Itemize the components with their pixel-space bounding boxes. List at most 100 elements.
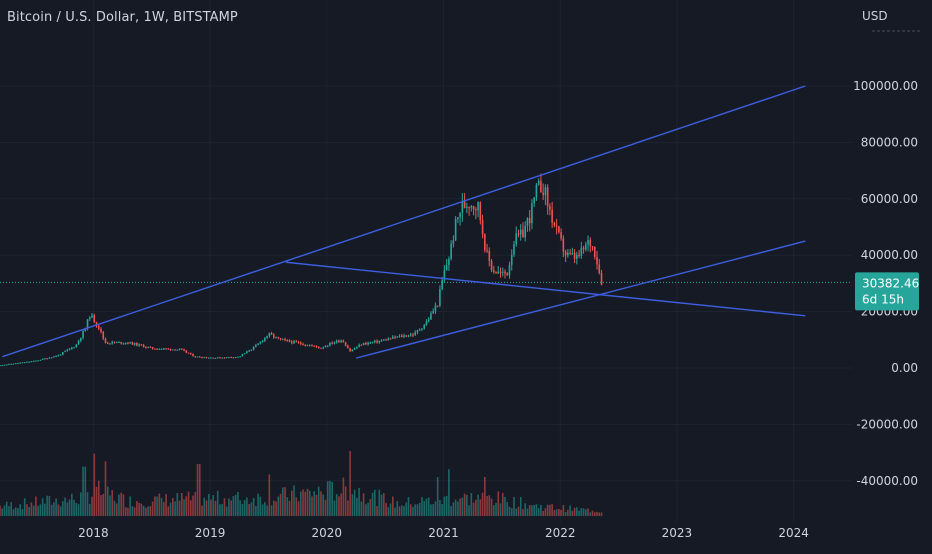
- volume-bar: [506, 502, 509, 516]
- volume-bar: [232, 496, 235, 516]
- time-tick-label: 2024: [778, 526, 809, 540]
- volume-bar: [407, 497, 410, 516]
- volume-bar: [342, 477, 345, 516]
- volume-bar: [210, 499, 212, 516]
- candle-body: [165, 348, 167, 350]
- volume-bar: [120, 492, 123, 516]
- candle-body: [246, 351, 248, 354]
- volume-bar: [320, 491, 322, 516]
- volume-bar: [466, 494, 468, 516]
- volume-bar: [198, 464, 201, 516]
- candle-body: [367, 342, 369, 345]
- volume-bar: [194, 492, 197, 516]
- volume-bar: [37, 505, 39, 516]
- candle-body: [313, 345, 316, 347]
- volume-bar: [450, 506, 452, 516]
- candle-body: [587, 239, 589, 245]
- volume-bar: [293, 485, 295, 516]
- volume-bar: [136, 501, 138, 516]
- volume-bar: [378, 489, 381, 516]
- candle-body: [77, 340, 80, 345]
- candle-body: [400, 335, 403, 337]
- volume-bar: [405, 502, 408, 516]
- currency-label[interactable]: USD: [862, 9, 888, 23]
- volume-bar: [106, 486, 109, 516]
- volume-bar: [3, 505, 6, 516]
- candle-body: [183, 349, 185, 351]
- trendline-descending-line[interactable]: [285, 261, 806, 317]
- volume-bar: [165, 494, 167, 516]
- candle-body: [356, 347, 358, 349]
- time-axis[interactable]: 2018 2019 2020 2021 2022 2023 2024: [78, 526, 809, 540]
- volume-bar: [257, 493, 259, 516]
- trendline-lower-channel[interactable]: [355, 240, 806, 359]
- candle-body: [17, 363, 19, 365]
- candle-body: [59, 354, 62, 356]
- volume-bar: [495, 502, 497, 516]
- volume-bar: [326, 481, 329, 516]
- candle-body: [353, 348, 356, 350]
- candle-body: [91, 315, 93, 318]
- candle-body: [64, 351, 66, 353]
- candle-body: [504, 271, 506, 274]
- volume-bar: [549, 504, 551, 516]
- volume-bar: [383, 493, 385, 516]
- volume-bar: [369, 499, 372, 516]
- candle-body: [147, 346, 149, 348]
- volume-bar: [12, 509, 15, 516]
- volume-bar: [396, 501, 399, 516]
- volume-bar: [82, 466, 84, 516]
- volume-bar: [214, 500, 217, 516]
- candle-body: [230, 357, 232, 359]
- price-tag-value: 30382.46: [862, 276, 919, 290]
- candle-body: [84, 328, 87, 331]
- candle-body: [569, 252, 571, 254]
- candle-body: [394, 336, 396, 338]
- volume-bar: [55, 498, 57, 516]
- volume-bar: [288, 500, 291, 516]
- trendlines[interactable]: [2, 85, 806, 359]
- volume-bar: [324, 499, 327, 516]
- volume-bar: [140, 503, 143, 516]
- volume-bar: [205, 500, 208, 516]
- candle-body: [486, 250, 488, 252]
- candle-body: [129, 342, 131, 344]
- candle-body: [558, 226, 560, 233]
- candle-body: [264, 337, 266, 341]
- volume-bar: [457, 501, 459, 516]
- candle-body: [477, 202, 479, 211]
- candle-body: [470, 206, 473, 208]
- volume-bar: [14, 507, 17, 516]
- candle-body: [369, 342, 372, 344]
- volume-bar: [589, 512, 592, 516]
- candle-body: [118, 341, 120, 343]
- volume-bar: [64, 497, 66, 516]
- volume-bar: [501, 492, 504, 516]
- volume-bar: [403, 506, 405, 516]
- volume-bar: [477, 494, 479, 516]
- volume-bar: [138, 502, 140, 516]
- volume-bar: [302, 489, 304, 516]
- candle-body: [212, 357, 215, 359]
- volume-bar: [553, 510, 556, 516]
- candle-body: [234, 357, 237, 359]
- trendline-upper-channel[interactable]: [2, 85, 806, 358]
- candle-body: [475, 209, 477, 211]
- volume-bar: [522, 509, 524, 516]
- candle-body: [589, 239, 592, 247]
- volume-bar: [109, 495, 111, 516]
- candle-body: [484, 234, 486, 251]
- volume-bar: [416, 504, 419, 516]
- candle-body: [329, 342, 331, 346]
- volume-bar: [353, 489, 356, 516]
- volume-bar: [53, 502, 55, 516]
- candle-body: [358, 344, 360, 348]
- volume-bar: [470, 493, 473, 516]
- volume-bar: [555, 509, 558, 516]
- candle-body: [524, 225, 527, 238]
- volume-bar: [284, 487, 286, 516]
- volume-bar: [425, 498, 428, 516]
- candle-body: [517, 233, 520, 235]
